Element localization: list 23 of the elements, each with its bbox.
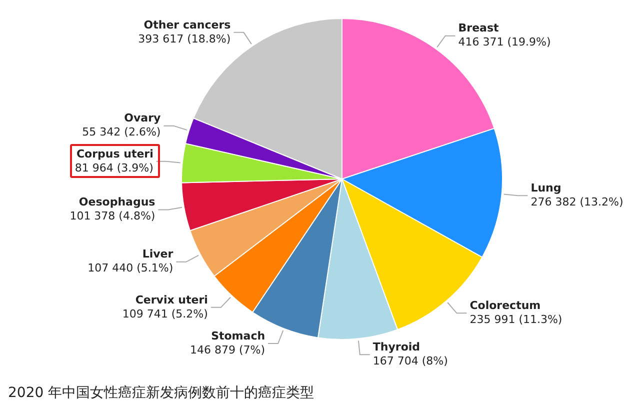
- data-label: 81 964 (3.9%): [74, 161, 154, 174]
- slice-label: Ovary: [124, 112, 161, 125]
- slice-label: Oesophagus: [78, 196, 156, 209]
- slice-label: Colorectum: [470, 298, 541, 312]
- slice-label: Thyroid: [372, 340, 420, 354]
- data-label: 146 879 (7%): [190, 343, 266, 356]
- slice-label: Breast: [458, 22, 499, 35]
- data-label: 109 741 (5.2%): [122, 307, 208, 320]
- slice-label: Other cancers: [144, 18, 232, 32]
- data-label: 393 617 (18.8%): [138, 32, 231, 46]
- data-label: 235 991 (11.3%): [470, 312, 562, 326]
- data-label: 55 342 (2.6%): [82, 126, 161, 139]
- slice-label: Stomach: [211, 329, 266, 342]
- data-label: 416 371 (19.9%): [458, 36, 551, 49]
- data-label: 276 382 (13.2%): [530, 195, 624, 208]
- data-label: 167 704 (8%): [372, 354, 448, 368]
- slice-label: Lung: [530, 181, 562, 194]
- data-label: 101 378 (4.8%): [70, 210, 156, 223]
- slice-label: Corpus uteri: [76, 147, 154, 160]
- data-label: 107 440 (5.1%): [88, 262, 174, 275]
- slice-label: Liver: [142, 248, 174, 261]
- text: 2020 年中国女性癌症新发病例数前十的癌症类型: [8, 384, 316, 402]
- slice-label: Cervix uteri: [135, 293, 208, 306]
